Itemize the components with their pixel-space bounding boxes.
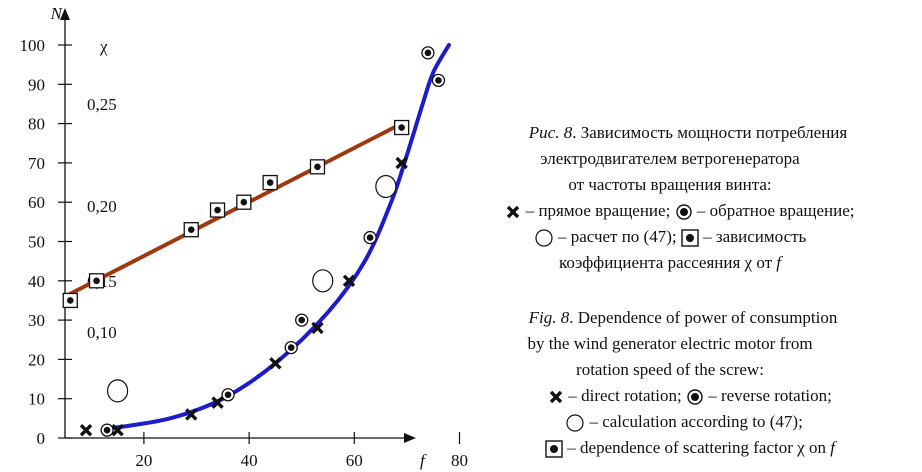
open-circle-marker-icon (566, 414, 584, 432)
x-tick-label: 60 (346, 451, 363, 470)
boxed-dot-marker-dot (187, 226, 195, 234)
secondary-tick-label: 0,25 (87, 95, 117, 114)
y-tick-label: 70 (28, 154, 45, 173)
caption-en-title-3: rotation speed of the screw: (576, 360, 764, 379)
boxed-dot-marker-dot (214, 206, 221, 214)
cross-marker (79, 423, 93, 437)
caption-en-calc: – calculation according to (47); (585, 412, 803, 431)
dotted-circle-marker-dot (366, 234, 374, 241)
x-tick-label: 20 (135, 451, 152, 470)
x-axis-arrow (404, 433, 416, 443)
caption-ru-fig-label: Рис. 8 (528, 123, 573, 142)
boxed-dot-marker-icon (545, 440, 563, 458)
cross-marker (111, 423, 124, 437)
boxed-dot-marker-dot (314, 163, 321, 171)
boxed-dot-marker-dot (66, 297, 74, 304)
secondary-tick-label: 0,10 (87, 323, 117, 342)
dotted-circle-marker-icon (687, 389, 703, 405)
boxed-dot-marker-dot (266, 179, 274, 186)
y-axis-title: N (50, 4, 64, 23)
boxed-dot-marker-dot (93, 277, 100, 285)
caption-ru-reverse: – обратное вращение; (692, 201, 855, 220)
y-tick-label: 0 (37, 429, 46, 448)
cross-marker (311, 321, 324, 335)
boxed-dot-marker-icon (681, 229, 699, 247)
caption-en-fig-label: Fig. 8 (528, 308, 570, 327)
x-axis-title: f (420, 451, 427, 470)
dotted-circle-marker-dot (435, 77, 442, 84)
y-tick-label: 40 (28, 272, 45, 291)
cross-marker (342, 274, 356, 288)
dotted-circle-marker-icon (675, 204, 692, 220)
open-circle-marker-icon (535, 229, 553, 247)
y-tick-label: 90 (28, 75, 45, 94)
x-tick-label: 80 (451, 451, 468, 470)
dotted-circle-marker-dot (224, 391, 232, 399)
dotted-circle-marker-dot (287, 344, 295, 351)
caption-en-dependence-var: f (830, 438, 835, 457)
secondary-tick-label: 0,20 (87, 197, 117, 216)
cross-marker (185, 408, 198, 421)
y-tick-label: 50 (28, 233, 45, 252)
caption-ru-calc: – расчет по (47); (553, 227, 681, 246)
caption-ru-dependence-var: f (776, 253, 782, 272)
secondary-axis-title: χ (99, 37, 108, 56)
caption-en-title-2: by the wind generator electric motor fro… (527, 334, 813, 353)
dotted-circle-marker-dot (298, 316, 306, 324)
caption-en-reverse: – reverse rotation; (703, 386, 832, 405)
cross-marker-icon (507, 205, 520, 219)
y-tick-label: 20 (28, 350, 45, 369)
caption-ru-direct: – прямое вращение; (521, 201, 675, 220)
y-tick-label: 80 (28, 115, 45, 134)
y-tick-label: 30 (28, 311, 45, 330)
caption-en-title-1: . Dependence of power of consumption (569, 308, 838, 327)
y-tick-label: 60 (28, 193, 45, 212)
open-circle-marker (312, 269, 334, 293)
dotted-circle-marker-dot (424, 49, 432, 57)
x-tick-label: 40 (241, 451, 258, 470)
caption-ru-title-1: . Зависимость мощности потребления (572, 123, 848, 142)
fit-curve-0 (110, 43, 451, 431)
caption-en-dependence: – dependence of scattering factor χ on (563, 438, 831, 457)
y-tick-label: 100 (20, 36, 46, 55)
caption-russian: Рис. 8. Зависимость мощности потребления… (420, 120, 920, 276)
caption-ru-title-3: от частоты вращения винта: (568, 175, 772, 194)
cross-marker (395, 156, 408, 170)
boxed-dot-marker-dot (240, 198, 248, 206)
fit-curve-1 (63, 121, 404, 299)
caption-ru-dependence-2: коэффициента рассеяния χ от (558, 253, 777, 272)
open-circle-marker (106, 379, 129, 403)
y-axis-arrow (60, 8, 70, 20)
caption-english: Fig. 8. Dependence of power of consumpti… (420, 305, 920, 461)
caption-ru-dependence: – зависимость (698, 227, 807, 246)
cross-marker (211, 396, 224, 409)
caption-ru-title-2: электродвигателем ветрогенератора (540, 149, 800, 168)
boxed-dot-marker-dot (398, 124, 405, 131)
dotted-circle-marker-dot (103, 426, 111, 434)
cross-marker (269, 357, 282, 370)
caption-en-direct: – direct rotation; (564, 386, 686, 405)
y-tick-label: 10 (28, 390, 45, 409)
open-circle-marker (375, 174, 397, 199)
cross-marker-icon (549, 390, 563, 404)
